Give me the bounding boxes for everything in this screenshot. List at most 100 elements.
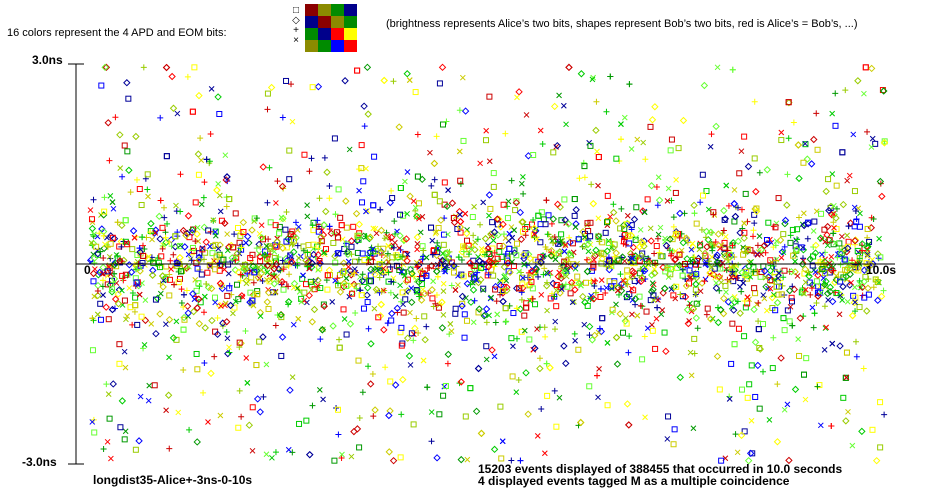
data-point-cross: [538, 291, 545, 298]
data-point-diamond: [796, 314, 805, 322]
data-point-square: [193, 350, 200, 357]
data-point-cross: [423, 254, 430, 261]
data-point-plus: [432, 300, 439, 307]
data-point-square: [89, 347, 96, 354]
data-point-diamond: [579, 292, 587, 301]
data-point-plus: [830, 230, 837, 237]
data-point-diamond: [823, 222, 832, 231]
data-point-diamond: [382, 258, 391, 266]
data-point-cross: [672, 295, 679, 302]
data-point-square: [452, 310, 459, 317]
data-point-diamond: [444, 350, 453, 359]
data-point-diamond: [842, 417, 850, 425]
data-point-plus: [645, 260, 652, 267]
data-point-plus: [211, 353, 218, 360]
data-point-plus: [456, 107, 463, 114]
data-point-plus: [618, 205, 625, 212]
data-point-cross: [578, 282, 584, 289]
data-point-plus: [471, 297, 478, 304]
data-point-cross: [109, 199, 116, 205]
data-point-cross: [408, 285, 415, 292]
data-point-square: [852, 294, 859, 301]
data-point-diamond: [393, 304, 402, 312]
data-point-cross: [864, 251, 871, 258]
data-point-plus: [712, 273, 719, 280]
data-point-cross: [843, 374, 850, 381]
data-point-square: [753, 205, 760, 212]
data-point-square: [106, 415, 113, 422]
data-point-diamond: [742, 270, 750, 278]
data-point-square: [122, 238, 129, 245]
data-point-cross: [775, 275, 781, 282]
data-point-cross: [595, 215, 602, 222]
data-point-square: [192, 199, 199, 206]
color-swatch: [331, 4, 344, 16]
data-point-cross: [224, 247, 231, 254]
data-point-square: [516, 285, 523, 292]
data-point-square: [845, 238, 852, 245]
data-point-plus: [632, 301, 639, 308]
data-point-cross: [829, 340, 836, 347]
data-point-diamond: [286, 386, 294, 394]
data-point-cross: [124, 313, 131, 319]
data-point-diamond: [783, 201, 791, 209]
data-point-plus: [426, 264, 433, 271]
data-point-plus: [391, 218, 398, 225]
data-point-square: [283, 238, 290, 245]
data-point-plus: [641, 333, 648, 340]
data-point-plus: [729, 66, 736, 73]
data-point-cross: [462, 210, 469, 217]
data-point-square: [731, 218, 738, 225]
data-point-plus: [676, 234, 683, 241]
data-point-square: [843, 349, 850, 356]
data-point-plus: [168, 243, 175, 250]
data-point-cross: [294, 227, 301, 233]
data-point-plus: [828, 423, 835, 430]
data-point-plus: [807, 291, 814, 298]
data-point-plus: [197, 135, 204, 142]
data-point-cross: [215, 245, 222, 252]
data-point-diamond: [318, 326, 327, 334]
data-point-diamond: [499, 242, 508, 250]
data-point-cross: [713, 280, 720, 286]
data-point-square: [431, 191, 438, 198]
data-point-cross: [762, 274, 769, 281]
data-point-square: [523, 304, 530, 311]
data-point-cross: [199, 245, 206, 251]
data-point-plus: [97, 248, 104, 255]
data-point-diamond: [114, 300, 123, 308]
data-point-plus: [864, 128, 871, 135]
data-point-cross: [551, 251, 557, 257]
data-point-square: [778, 137, 785, 144]
data-point-square: [348, 243, 355, 250]
data-point-cross: [483, 127, 490, 134]
data-point-diamond: [839, 282, 847, 291]
data-point-cross: [119, 287, 125, 294]
data-point-square: [195, 171, 202, 178]
data-point-cross: [290, 284, 297, 291]
data-point-plus: [653, 183, 660, 190]
data-point-square: [550, 149, 557, 156]
data-point-plus: [542, 244, 549, 251]
data-point-diamond: [637, 251, 646, 260]
data-point-diamond: [89, 269, 98, 278]
data-point-square: [772, 224, 779, 231]
data-point-plus: [762, 249, 769, 256]
data-point-square: [249, 297, 256, 304]
data-point-plus: [833, 205, 840, 212]
data-point-cross: [148, 320, 155, 327]
data-point-plus: [770, 334, 777, 341]
data-point-square: [841, 245, 848, 252]
data-point-plus: [316, 195, 323, 202]
data-point-square: [609, 306, 616, 313]
data-point-square: [841, 256, 848, 263]
data-point-plus: [725, 256, 732, 263]
data-point-square: [370, 202, 377, 209]
data-point-cross: [591, 278, 597, 285]
data-point-square: [595, 154, 602, 161]
data-point-cross: [339, 451, 345, 458]
data-point-cross: [400, 261, 407, 268]
data-point-plus: [654, 235, 661, 242]
data-point-plus: [365, 363, 372, 370]
data-point-square: [180, 326, 187, 333]
